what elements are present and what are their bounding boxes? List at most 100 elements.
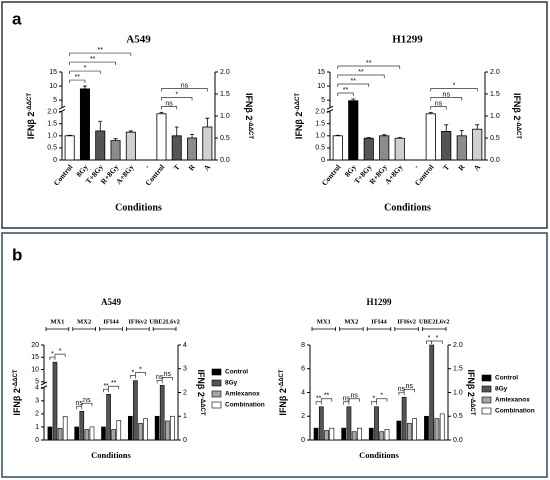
bar bbox=[429, 344, 435, 441]
axis-label-text: IFNβ 2 bbox=[12, 388, 22, 416]
axis-label: IFNβ 2-ΔΔCT bbox=[512, 93, 522, 139]
legend-label: 8Gy bbox=[495, 386, 508, 393]
tick-label: 1.5 bbox=[47, 121, 57, 128]
legend-label: Control bbox=[495, 375, 518, 382]
significance-label: ** bbox=[103, 383, 109, 390]
bar bbox=[332, 135, 343, 161]
tick-label: 2.0 bbox=[453, 342, 463, 349]
axis-label: IFNβ 2-ΔΔCT bbox=[196, 369, 206, 415]
tick-label: 2.0 bbox=[315, 108, 325, 115]
error-bar bbox=[428, 112, 433, 114]
significance-label: ** bbox=[90, 56, 96, 63]
significance-label: ns bbox=[435, 100, 443, 107]
bar bbox=[401, 396, 407, 441]
gene-label: IFI44 bbox=[103, 318, 119, 325]
bar bbox=[368, 427, 374, 441]
tick-label: 4 bbox=[35, 385, 39, 392]
tick-label: 10 bbox=[49, 83, 57, 90]
significance-label: * bbox=[131, 369, 134, 376]
error-bar bbox=[113, 138, 118, 141]
legend-swatch bbox=[481, 385, 492, 393]
significance-bracket bbox=[129, 375, 136, 379]
bar bbox=[164, 420, 170, 441]
significance-label: * bbox=[428, 335, 431, 342]
significance-bracket bbox=[156, 380, 163, 384]
axis-label-text: IFNβ 2 bbox=[278, 388, 288, 416]
x-axis-label: Conditions bbox=[359, 450, 399, 460]
significance-label: ns bbox=[165, 100, 173, 107]
significance-label: * bbox=[139, 366, 142, 373]
bar bbox=[138, 423, 143, 441]
tick-label: 0.5 bbox=[315, 145, 325, 152]
axis-label-sup: -ΔΔCT bbox=[199, 397, 205, 416]
bar bbox=[125, 131, 136, 161]
bar bbox=[348, 100, 359, 161]
axis-label-sup: -ΔΔCT bbox=[515, 120, 521, 139]
tick-label: 0 bbox=[35, 437, 39, 444]
tick-label: 15 bbox=[49, 69, 57, 76]
bar bbox=[62, 416, 68, 441]
significance-label: * bbox=[84, 65, 87, 72]
tick-label: 0.0 bbox=[453, 437, 463, 444]
panel-a-frame bbox=[1, 1, 548, 229]
bar bbox=[156, 113, 167, 161]
gene-label: MX2 bbox=[344, 318, 358, 325]
x-tick-label: - bbox=[412, 162, 421, 170]
tick-label: 10 bbox=[31, 366, 39, 373]
axis-label-text: IFNβ 2 bbox=[244, 93, 254, 121]
tick-label: 5 bbox=[321, 97, 325, 104]
bar bbox=[110, 140, 121, 161]
bar bbox=[456, 135, 467, 161]
axis-label: IFNβ 2-ΔΔCT bbox=[294, 93, 304, 139]
legend-label: Combination bbox=[495, 408, 535, 415]
gene-bracket bbox=[72, 327, 96, 331]
significance-bracket bbox=[370, 401, 377, 405]
legend-swatch bbox=[211, 390, 222, 398]
bar bbox=[79, 88, 90, 161]
significance-label: * bbox=[453, 82, 456, 89]
significance-bracket bbox=[430, 88, 478, 92]
axis-label-sup: -ΔΔCT bbox=[27, 93, 33, 112]
legend-label: Amlexanox bbox=[495, 397, 530, 404]
significance-bracket bbox=[135, 372, 146, 376]
significance-bracket bbox=[69, 61, 116, 66]
significance-label: ** bbox=[98, 47, 104, 54]
significance-bracket bbox=[376, 398, 388, 402]
significance-bracket bbox=[337, 83, 370, 88]
x-tick-label: - bbox=[142, 162, 151, 170]
significance-label: ** bbox=[366, 60, 372, 67]
significance-label: ** bbox=[324, 393, 330, 400]
significance-bracket bbox=[108, 385, 120, 390]
axis-label: IFNβ 2-ΔΔCT bbox=[466, 369, 476, 415]
legend-label: 8Gy bbox=[225, 380, 238, 387]
tick-label: 3 bbox=[183, 366, 187, 373]
panel-letter: b bbox=[12, 245, 22, 264]
significance-bracket bbox=[76, 405, 83, 410]
bar bbox=[84, 429, 90, 441]
tick-label: 1.5 bbox=[315, 121, 325, 128]
significance-label: ns bbox=[156, 374, 164, 381]
bar bbox=[406, 423, 412, 441]
legend-swatch bbox=[211, 379, 222, 387]
significance-bracket bbox=[103, 388, 109, 393]
x-tick-label: T bbox=[441, 163, 451, 173]
legend-swatch bbox=[211, 401, 222, 409]
bar bbox=[341, 427, 347, 441]
tick-label: 0 bbox=[321, 157, 325, 164]
bar bbox=[384, 429, 390, 441]
axis-label-text: IFNβ 2 bbox=[512, 93, 522, 121]
error-bar bbox=[366, 137, 371, 139]
significance-bracket bbox=[69, 52, 132, 57]
gene-bracket bbox=[366, 327, 392, 331]
bar bbox=[170, 415, 175, 441]
tick-label: 0 bbox=[53, 157, 57, 164]
axis-label-sup: -ΔΔCT bbox=[13, 369, 19, 388]
tick-label: 15 bbox=[31, 354, 39, 361]
error-bar bbox=[475, 124, 480, 130]
significance-label: ** bbox=[343, 87, 349, 94]
x-tick-label: A bbox=[472, 162, 483, 172]
bar bbox=[159, 385, 165, 441]
significance-bracket bbox=[161, 106, 178, 110]
gene-bracket bbox=[45, 327, 70, 331]
axis-break bbox=[326, 105, 334, 110]
